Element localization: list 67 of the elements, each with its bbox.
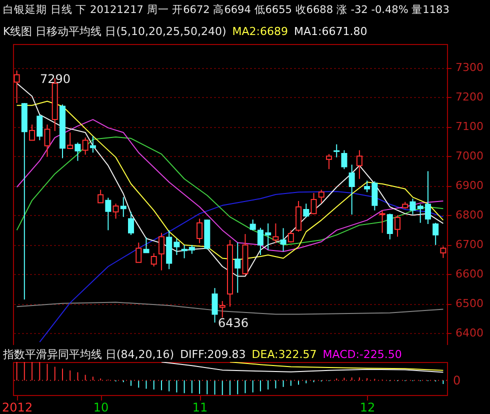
x-tick-label: 12 [360, 400, 376, 414]
y-tick-label: 7300 [456, 61, 484, 74]
candlestick [386, 213, 393, 240]
candlestick [288, 230, 294, 244]
y-tick-label: 6800 [456, 208, 484, 222]
candlestick [379, 210, 386, 234]
candlestick [219, 300, 226, 318]
y-tick-label: 6900 [456, 179, 484, 192]
candlestick [112, 203, 119, 220]
candlestick [82, 137, 88, 156]
candlestick [120, 196, 126, 218]
candlestick [158, 232, 164, 271]
chart-title: 指数平滑异同平均线 日(84,20,16) [3, 348, 174, 361]
candlestick [29, 124, 36, 141]
x-tick-label: 2012 [2, 400, 33, 414]
candlestick [74, 142, 81, 162]
candlestick [310, 192, 317, 215]
y-tick-label: 7200 [456, 90, 484, 104]
candlestick [296, 200, 302, 232]
chart-title: 白银延期 日线 下 20121217 周一 开6672 高6694 低6655 收6688 涨 -32 -0.48% 量1183 [3, 4, 450, 16]
text: MA2:6689 [232, 25, 288, 38]
x-tick-label: 11 [192, 400, 208, 414]
candlestick [90, 136, 96, 154]
y-tick-label: 7000 [456, 150, 484, 163]
candlestick [272, 222, 279, 244]
text: MACD:-225.50 [322, 348, 402, 361]
text: MA1:6671.80 [294, 25, 368, 38]
candlestick [356, 150, 362, 180]
y-tick-label: 6400 [456, 326, 484, 340]
candlestick [440, 246, 446, 258]
line-series [16, 136, 444, 246]
candlestick [150, 252, 157, 268]
candlestick [67, 132, 74, 150]
y-tick-label: 6500 [456, 297, 484, 310]
candlestick [36, 114, 43, 141]
annotation: 6436 [218, 316, 249, 330]
candlestick [14, 70, 20, 104]
y-tick-label: 6600 [456, 268, 484, 281]
annotation: 7290 [40, 72, 71, 86]
candlestick [303, 203, 310, 218]
candlestick [341, 150, 348, 170]
chart-subtitle: K线图 日移动平均线 日(5,10,20,25,50,240) [3, 25, 226, 38]
candlestick [212, 288, 218, 324]
candlestick [105, 197, 112, 231]
x-tick-label: 10 [93, 400, 109, 414]
line-series [16, 119, 444, 252]
y-tick-label: 7100 [456, 120, 484, 134]
candlestick [234, 242, 241, 294]
candlestick [326, 154, 332, 170]
candlestick [394, 214, 401, 238]
candlestick [432, 222, 439, 246]
ref-line-label: 0 [453, 373, 461, 388]
candlestick [136, 242, 142, 263]
candlestick [410, 198, 416, 215]
candlestick [128, 211, 134, 236]
series-label: DIFF:209.83 [180, 348, 246, 361]
candlestick [196, 218, 203, 244]
candlestick [348, 164, 355, 216]
candlestick [143, 236, 150, 254]
y-tick-label: 6700 [456, 238, 484, 252]
line-series [16, 302, 444, 315]
candlestick [318, 189, 324, 204]
candlestick [98, 189, 104, 204]
candlestick [44, 124, 50, 158]
candlestick [280, 228, 286, 252]
candlestick [334, 144, 340, 158]
series-label: DEA:322.57 [252, 348, 317, 361]
